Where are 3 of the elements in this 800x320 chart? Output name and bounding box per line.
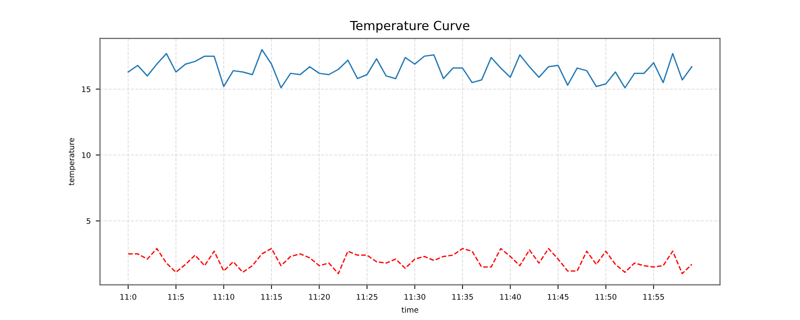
chart-title: Temperature Curve: [350, 20, 470, 33]
line-series: [128, 48, 692, 88]
line-series: [128, 248, 692, 274]
